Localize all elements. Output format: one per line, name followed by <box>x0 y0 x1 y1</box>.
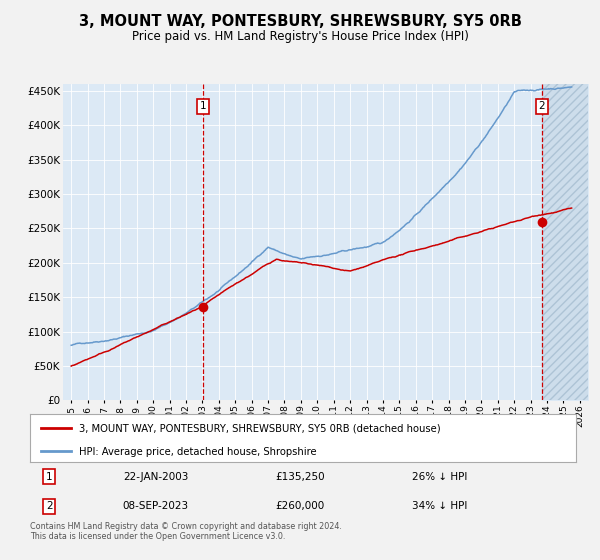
Text: This data is licensed under the Open Government Licence v3.0.: This data is licensed under the Open Gov… <box>30 532 286 541</box>
Text: 3, MOUNT WAY, PONTESBURY, SHREWSBURY, SY5 0RB (detached house): 3, MOUNT WAY, PONTESBURY, SHREWSBURY, SY… <box>79 424 441 433</box>
Text: Price paid vs. HM Land Registry's House Price Index (HPI): Price paid vs. HM Land Registry's House … <box>131 30 469 43</box>
Text: 22-JAN-2003: 22-JAN-2003 <box>123 472 188 482</box>
Text: HPI: Average price, detached house, Shropshire: HPI: Average price, detached house, Shro… <box>79 446 317 456</box>
Text: £135,250: £135,250 <box>276 472 325 482</box>
Text: £260,000: £260,000 <box>276 501 325 511</box>
Text: 2: 2 <box>539 101 545 111</box>
Text: 26% ↓ HPI: 26% ↓ HPI <box>412 472 467 482</box>
Text: 2: 2 <box>46 501 52 511</box>
Text: 1: 1 <box>200 101 207 111</box>
Text: Contains HM Land Registry data © Crown copyright and database right 2024.: Contains HM Land Registry data © Crown c… <box>30 522 342 531</box>
Text: 1: 1 <box>46 472 52 482</box>
Text: 34% ↓ HPI: 34% ↓ HPI <box>412 501 467 511</box>
Bar <box>542 84 588 400</box>
Text: 3, MOUNT WAY, PONTESBURY, SHREWSBURY, SY5 0RB: 3, MOUNT WAY, PONTESBURY, SHREWSBURY, SY… <box>79 14 521 29</box>
Text: 08-SEP-2023: 08-SEP-2023 <box>123 501 189 511</box>
